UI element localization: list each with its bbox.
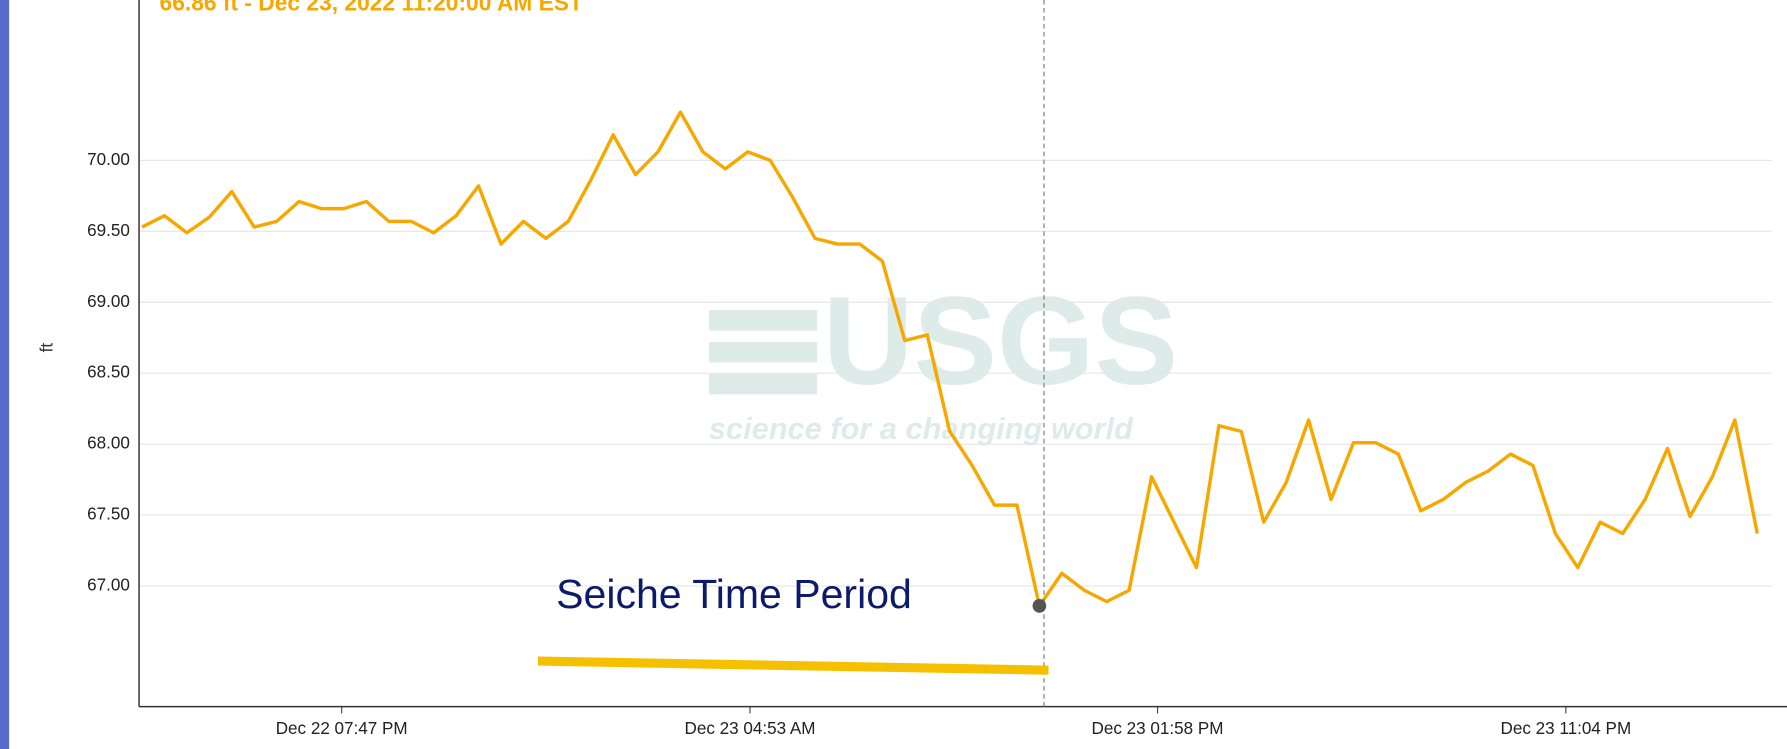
- x-tick-label: Dec 22 07:47 PM: [276, 719, 408, 738]
- y-tick-label: 70.00: [87, 150, 130, 169]
- y-tick-label: 68.00: [87, 434, 130, 453]
- hover-point: [1032, 599, 1047, 613]
- y-tick-label: 68.50: [87, 363, 130, 382]
- x-tick-label: Dec 23 11:04 PM: [1500, 719, 1631, 738]
- y-axis-label: ft: [37, 343, 56, 353]
- series-line: [141, 110, 1759, 608]
- annotation: Seiche Time Period: [556, 571, 912, 617]
- x-tick-label: Dec 23 01:58 PM: [1092, 719, 1224, 738]
- watermark-wave: [708, 373, 818, 395]
- watermark-tagline: science for a changing world: [709, 411, 1134, 446]
- x-tick-label: Dec 23 04:53 AM: [684, 719, 815, 738]
- y-tick-label: 69.00: [87, 292, 130, 311]
- watermark-logo: USGS: [823, 271, 1178, 411]
- watermark-wave: [708, 341, 818, 363]
- chart-title: 66.86 ft - Dec 23, 2022 11:20:00 AM EST: [160, 0, 583, 16]
- y-tick-label: 69.50: [87, 221, 130, 240]
- annotation-underline: [537, 656, 1049, 675]
- left-edge: [0, 0, 10, 749]
- watermark: USGS science for a changing world: [708, 271, 1178, 446]
- watermark-wave: [708, 309, 818, 331]
- y-tick-label: 67.00: [87, 576, 130, 595]
- y-tick-label: 67.50: [87, 505, 130, 524]
- plot: 67.00 67.50 68.00 68.50 69.00 69.50 70.00 Dec 2…: [87, 0, 1787, 738]
